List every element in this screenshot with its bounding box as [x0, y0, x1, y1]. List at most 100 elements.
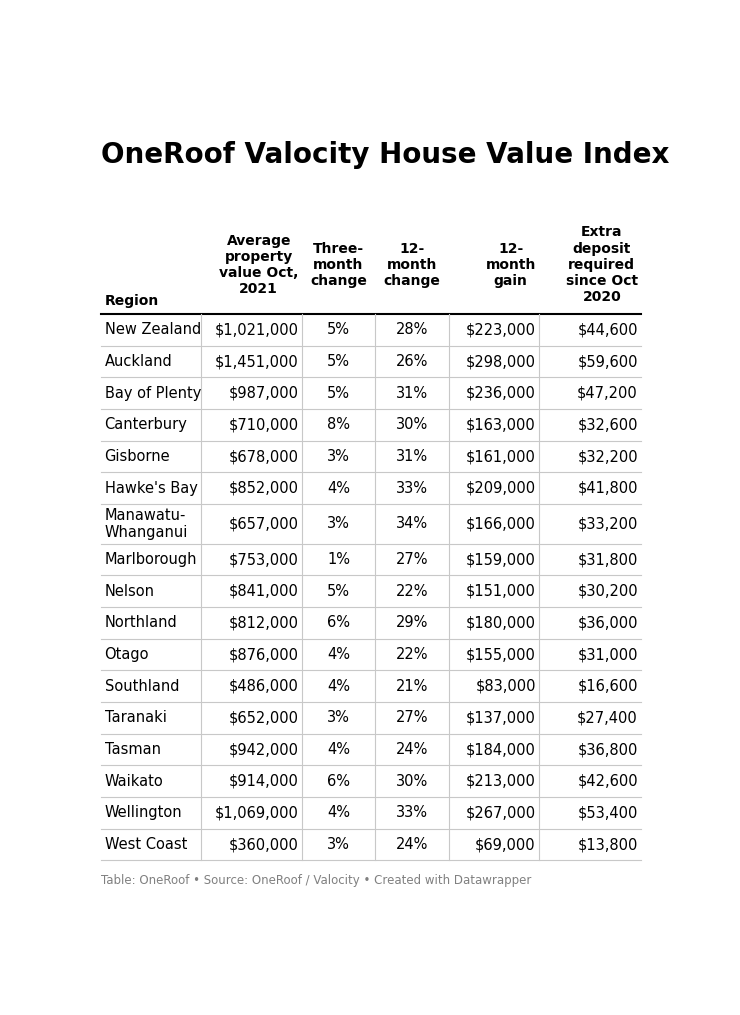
Text: 4%: 4%	[327, 742, 350, 757]
Text: 24%: 24%	[396, 837, 428, 852]
Text: 6%: 6%	[327, 615, 350, 630]
Text: $159,000: $159,000	[466, 552, 536, 567]
Text: $184,000: $184,000	[466, 742, 536, 757]
Text: $31,800: $31,800	[577, 552, 638, 567]
Text: $180,000: $180,000	[465, 615, 536, 630]
Text: West Coast: West Coast	[104, 837, 187, 852]
Text: $36,000: $36,000	[577, 615, 638, 630]
Text: 12-
month
change: 12- month change	[383, 242, 440, 288]
Text: 4%: 4%	[327, 805, 350, 820]
Text: 29%: 29%	[396, 615, 428, 630]
Text: 28%: 28%	[396, 323, 428, 337]
Text: 12-
month
gain: 12- month gain	[485, 242, 536, 288]
Text: $69,000: $69,000	[475, 837, 536, 852]
Text: Bay of Plenty: Bay of Plenty	[104, 386, 201, 401]
Text: 31%: 31%	[396, 386, 428, 401]
Text: 3%: 3%	[327, 517, 350, 532]
Text: $1,021,000: $1,021,000	[215, 323, 298, 337]
Text: $914,000: $914,000	[229, 773, 298, 789]
Text: $987,000: $987,000	[229, 386, 298, 401]
Text: Tasman: Tasman	[104, 742, 161, 757]
Text: $852,000: $852,000	[229, 481, 298, 495]
Text: $41,800: $41,800	[577, 481, 638, 495]
Text: Hawke's Bay: Hawke's Bay	[104, 481, 198, 495]
Text: $59,600: $59,600	[577, 354, 638, 369]
Text: $213,000: $213,000	[466, 773, 536, 789]
Text: $53,400: $53,400	[577, 805, 638, 820]
Text: Auckland: Auckland	[104, 354, 172, 369]
Text: 26%: 26%	[396, 354, 428, 369]
Text: $42,600: $42,600	[577, 773, 638, 789]
Text: $812,000: $812,000	[229, 615, 298, 630]
Text: 4%: 4%	[327, 679, 350, 693]
Text: 27%: 27%	[396, 552, 428, 567]
Text: $31,000: $31,000	[577, 647, 638, 662]
Text: $236,000: $236,000	[466, 386, 536, 401]
Text: $360,000: $360,000	[229, 837, 298, 852]
Text: 5%: 5%	[327, 323, 350, 337]
Text: $942,000: $942,000	[229, 742, 298, 757]
Text: Otago: Otago	[104, 647, 149, 662]
Text: 3%: 3%	[327, 710, 350, 726]
Text: Waikato: Waikato	[104, 773, 164, 789]
Text: 33%: 33%	[396, 805, 428, 820]
Text: 31%: 31%	[396, 449, 428, 464]
Text: $1,069,000: $1,069,000	[215, 805, 298, 820]
Text: 22%: 22%	[396, 584, 428, 599]
Text: 4%: 4%	[327, 481, 350, 495]
Text: $876,000: $876,000	[229, 647, 298, 662]
Text: 22%: 22%	[396, 647, 428, 662]
Text: Taranaki: Taranaki	[104, 710, 166, 726]
Text: $47,200: $47,200	[577, 386, 638, 401]
Text: $710,000: $710,000	[228, 417, 298, 432]
Text: Wellington: Wellington	[104, 805, 182, 820]
Text: $209,000: $209,000	[465, 481, 536, 495]
Text: $16,600: $16,600	[577, 679, 638, 693]
Text: 21%: 21%	[396, 679, 428, 693]
Text: 27%: 27%	[396, 710, 428, 726]
Text: Canterbury: Canterbury	[104, 417, 187, 432]
Text: Southland: Southland	[104, 679, 179, 693]
Text: $30,200: $30,200	[577, 584, 638, 599]
Text: Extra
deposit
required
since Oct
2020: Extra deposit required since Oct 2020	[566, 225, 638, 304]
Text: $44,600: $44,600	[577, 323, 638, 337]
Text: $13,800: $13,800	[577, 837, 638, 852]
Text: $166,000: $166,000	[466, 517, 536, 532]
Text: $657,000: $657,000	[229, 517, 298, 532]
Text: New Zealand: New Zealand	[104, 323, 201, 337]
Text: $652,000: $652,000	[229, 710, 298, 726]
Text: $137,000: $137,000	[466, 710, 536, 726]
Text: $678,000: $678,000	[229, 449, 298, 464]
Text: $267,000: $267,000	[465, 805, 536, 820]
Text: $155,000: $155,000	[466, 647, 536, 662]
Text: Gisborne: Gisborne	[104, 449, 170, 464]
Text: $1,451,000: $1,451,000	[215, 354, 298, 369]
Text: 5%: 5%	[327, 584, 350, 599]
Text: 3%: 3%	[327, 449, 350, 464]
Text: 1%: 1%	[327, 552, 350, 567]
Text: $486,000: $486,000	[229, 679, 298, 693]
Text: 24%: 24%	[396, 742, 428, 757]
Text: $298,000: $298,000	[465, 354, 536, 369]
Text: Average
property
value Oct,
2021: Average property value Oct, 2021	[219, 233, 298, 296]
Text: Nelson: Nelson	[104, 584, 155, 599]
Text: 30%: 30%	[396, 417, 428, 432]
Text: Manawatu-
Whanganui: Manawatu- Whanganui	[104, 508, 188, 540]
Text: 3%: 3%	[327, 837, 350, 852]
Text: $161,000: $161,000	[466, 449, 536, 464]
Text: $163,000: $163,000	[466, 417, 536, 432]
Text: $32,600: $32,600	[577, 417, 638, 432]
Text: $151,000: $151,000	[466, 584, 536, 599]
Text: $32,200: $32,200	[577, 449, 638, 464]
Text: 30%: 30%	[396, 773, 428, 789]
Text: Northland: Northland	[104, 615, 178, 630]
Text: 5%: 5%	[327, 386, 350, 401]
Text: Table: OneRoof • Source: OneRoof / Valocity • Created with Datawrapper: Table: OneRoof • Source: OneRoof / Valoc…	[101, 875, 531, 887]
Text: $753,000: $753,000	[229, 552, 298, 567]
Text: $36,800: $36,800	[577, 742, 638, 757]
Text: 4%: 4%	[327, 647, 350, 662]
Text: OneRoof Valocity House Value Index: OneRoof Valocity House Value Index	[101, 141, 670, 170]
Text: Three-
month
change: Three- month change	[310, 242, 367, 288]
Text: $83,000: $83,000	[475, 679, 536, 693]
Text: $223,000: $223,000	[465, 323, 536, 337]
